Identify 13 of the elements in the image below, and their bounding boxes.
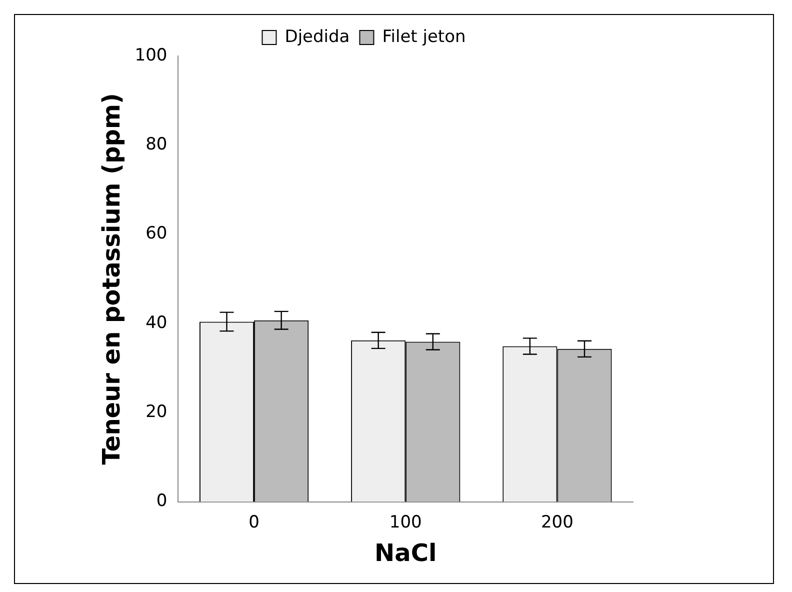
y-tick-label: 60 bbox=[146, 224, 168, 244]
y-tick-label: 40 bbox=[146, 312, 168, 333]
x-tick-label: 200 bbox=[540, 512, 574, 532]
y-tick-label: 80 bbox=[146, 134, 168, 155]
x-axis-title: NaCl bbox=[374, 538, 437, 567]
x-tick-label: 0 bbox=[248, 512, 260, 532]
x-tick-label: 100 bbox=[389, 512, 422, 532]
y-tick-label: 20 bbox=[146, 402, 168, 422]
legend-label: Djedida bbox=[284, 26, 350, 47]
legend-label: Filet jeton bbox=[382, 26, 466, 47]
y-axis-title: Teneur en potassium (ppm) bbox=[98, 93, 126, 465]
y-tick-label: 100 bbox=[134, 45, 168, 66]
y-tick-label: 0 bbox=[156, 491, 168, 512]
